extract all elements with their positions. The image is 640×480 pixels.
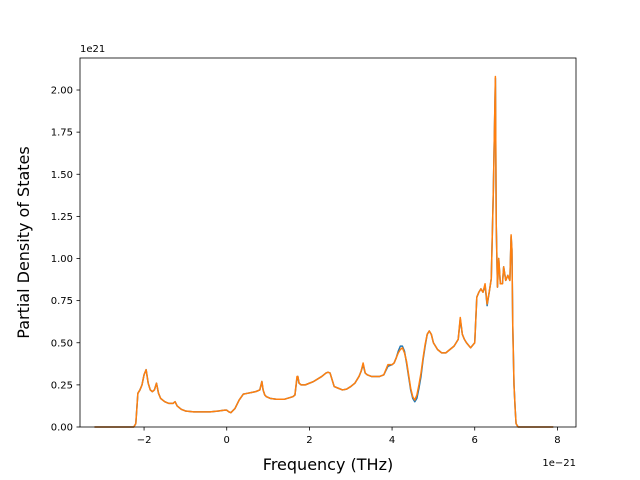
y-axis-label: Partial Density of States	[14, 146, 33, 338]
y-tick-label: 1.25	[51, 212, 73, 223]
y-tick-label: 2.00	[51, 86, 73, 97]
axes-layer	[79, 57, 577, 428]
x-tick-label: 2	[306, 435, 312, 446]
x-tick-label: 6	[472, 435, 478, 446]
x-tick-label: 0	[224, 435, 230, 446]
x-ticks: −2 0 2 4 6 8	[137, 427, 561, 446]
y-tick-label: 0.00	[51, 423, 73, 434]
x-axis-label: Frequency (THz)	[263, 455, 393, 474]
x-tick-label: −2	[137, 435, 152, 446]
series-line-2	[94, 75, 554, 428]
y-tick-label: 0.25	[51, 380, 73, 391]
x-axis-offset-label: 1e−21	[542, 458, 576, 469]
plot-frame	[79, 57, 577, 428]
y-tick-label: 0.75	[51, 296, 73, 307]
series-layer	[94, 75, 554, 428]
y-tick-label: 1.50	[51, 170, 73, 181]
y-ticks: 0.00 0.25 0.50 0.75 1.00 1.25 1.50 1.75 2.00	[51, 86, 80, 434]
y-tick-label: 0.50	[51, 338, 73, 349]
y-tick-label: 1.00	[51, 254, 73, 265]
y-tick-label: 1.75	[51, 128, 73, 139]
x-tick-label: 8	[554, 435, 560, 446]
y-axis-offset-label: 1e21	[80, 44, 105, 55]
x-tick-label: 4	[389, 435, 395, 446]
